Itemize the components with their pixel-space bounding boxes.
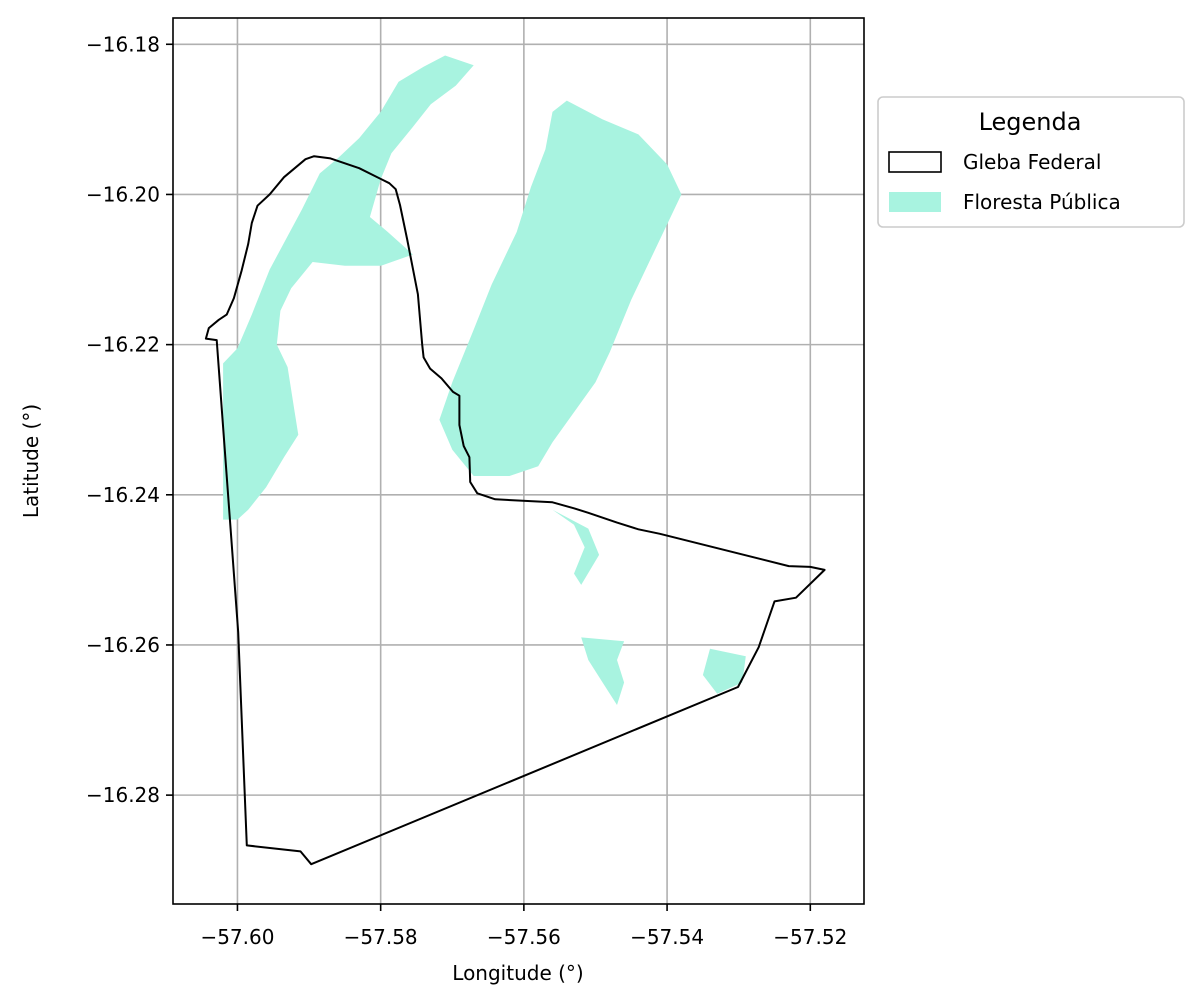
floresta-publica-area <box>581 637 625 705</box>
plot-frame <box>172 17 865 905</box>
legend-frame <box>877 96 1185 228</box>
y-axis-ticks: −16.18 −16.20 −16.22 −16.24 −16.26 −16.28 <box>86 32 173 807</box>
legend: Legenda Gleba Federal Floresta Pública <box>877 96 1185 228</box>
y-tick-label: −16.28 <box>86 783 160 807</box>
gleba-federal-boundary <box>204 155 826 866</box>
x-tick-label: −57.58 <box>344 925 418 949</box>
floresta-publica-area <box>702 648 746 694</box>
y-axis-label: Latitude (°) <box>19 404 43 518</box>
map-layers <box>204 55 826 866</box>
floresta-publica-area <box>439 100 682 476</box>
x-tick-label: −57.56 <box>487 925 561 949</box>
y-tick-label: −16.20 <box>86 182 160 206</box>
legend-label-floresta-publica: Floresta Pública <box>963 190 1121 214</box>
x-axis-label: Longitude (°) <box>452 961 583 985</box>
x-tick-label: −57.60 <box>200 925 274 949</box>
x-tick-label: −57.54 <box>630 925 704 949</box>
x-axis-ticks: −57.60 −57.58 −57.56 −57.54 −57.52 <box>200 904 847 949</box>
y-tick-label: −16.22 <box>86 333 160 357</box>
legend-label-gleba-federal: Gleba Federal <box>963 150 1101 174</box>
y-tick-label: −16.18 <box>86 32 160 56</box>
floresta-publica-area <box>552 509 600 585</box>
legend-title: Legenda <box>979 108 1082 136</box>
floresta-publica-area <box>223 55 474 520</box>
legend-swatch-gleba-federal <box>888 151 942 173</box>
y-tick-label: −16.26 <box>86 633 160 657</box>
x-tick-label: −57.52 <box>773 925 847 949</box>
legend-swatch-floresta-publica <box>889 192 941 212</box>
y-tick-label: −16.24 <box>86 483 160 507</box>
